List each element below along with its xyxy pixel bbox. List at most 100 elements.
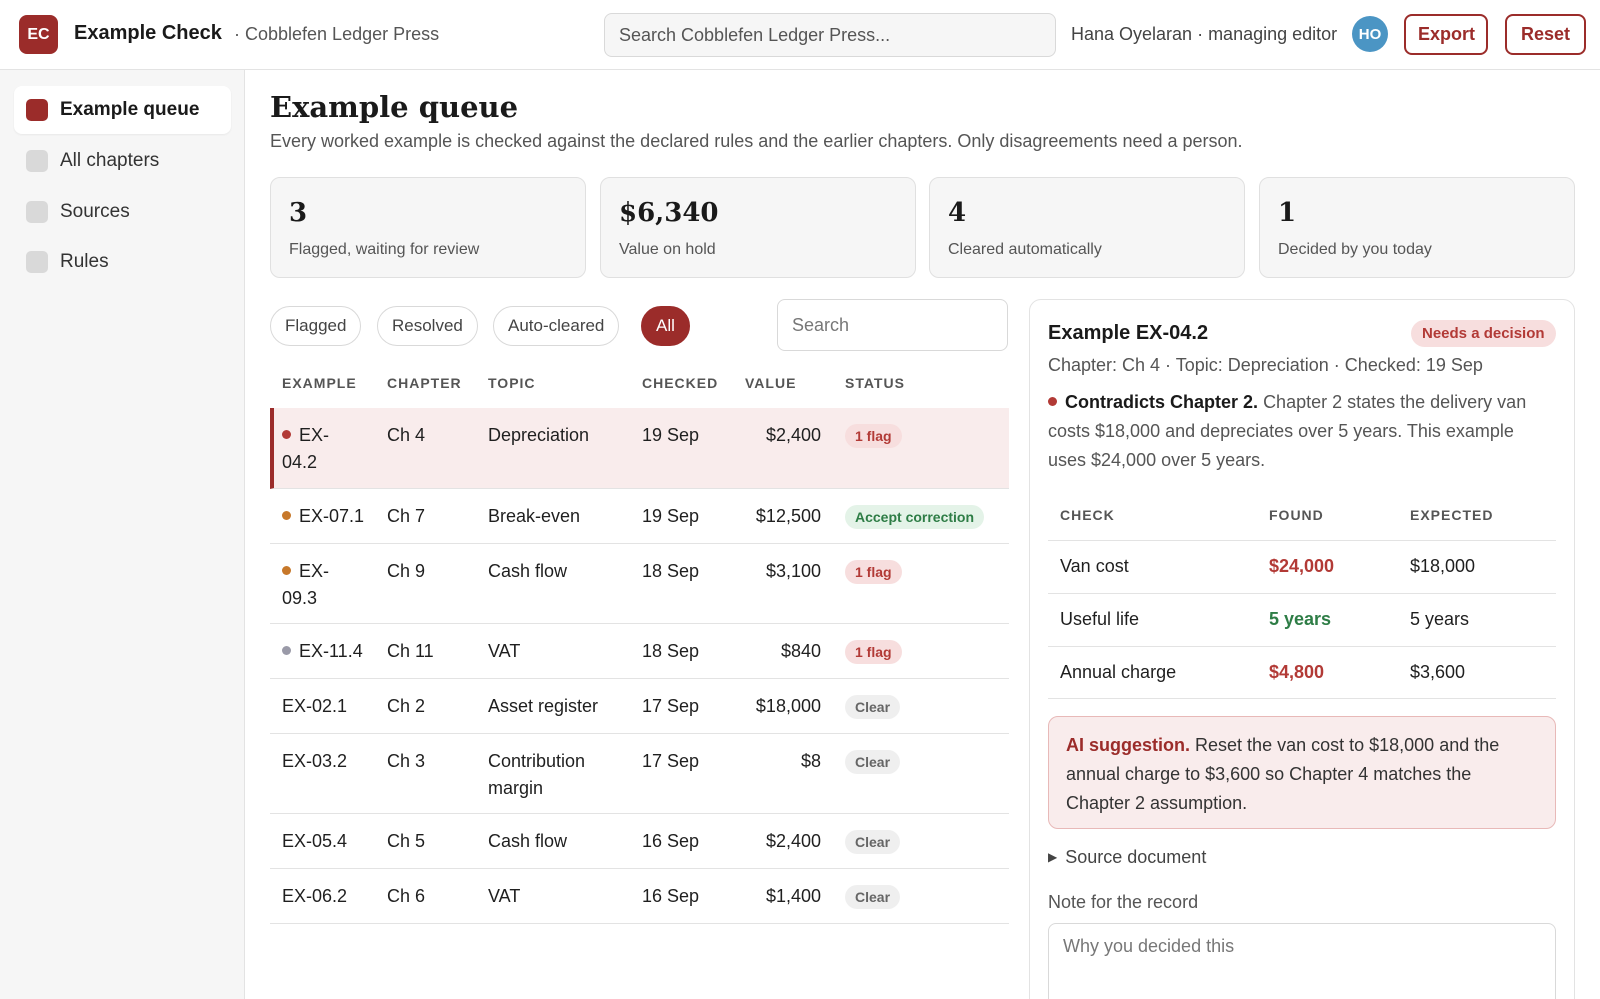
- table-row[interactable]: EX-07.1 Ch 7 Break-even 19 Sep $12,500 Accept…: [270, 489, 1009, 544]
- column-header: Chapter: [387, 375, 462, 391]
- table-row[interactable]: EX-02.1 Ch 2 Asset register 17 Sep $18,000 Cl…: [270, 679, 1009, 734]
- stat-value: 3: [289, 198, 308, 228]
- status-dot-icon: [282, 511, 291, 520]
- sidebar-item-all-chapters[interactable]: All chapters: [14, 137, 231, 185]
- check-row: Annual charge $4,800 $3,600: [1048, 646, 1556, 699]
- chapter-cell: Ch 3: [387, 751, 426, 771]
- page-subtitle: Every worked example is checked against …: [270, 131, 1243, 151]
- filter-flagged[interactable]: Flagged: [270, 306, 362, 346]
- value-cell: $3,100: [765, 561, 821, 581]
- checked-cell: 16 Sep: [642, 886, 700, 906]
- value-cell: $2,400: [765, 425, 821, 445]
- column-header: Topic: [488, 375, 536, 391]
- example-id: EX-06.2: [282, 886, 348, 906]
- sidebar-item-label: Sources: [60, 201, 130, 222]
- square-icon: [26, 150, 48, 172]
- value-cell: $2,400: [765, 831, 821, 851]
- table-row[interactable]: EX-11.4 Ch 11 VAT 18 Sep $840 1 flag: [270, 624, 1009, 679]
- note-field[interactable]: [1048, 923, 1556, 999]
- sidebar-item-sources[interactable]: Sources: [14, 188, 231, 236]
- org-name: · Cobblefen Ledger Press: [234, 24, 440, 44]
- avatar[interactable]: HO: [1352, 16, 1388, 52]
- detail-title: Example EX-04.2: [1048, 322, 1209, 344]
- chapter-cell: Ch 6: [387, 886, 426, 906]
- detail-panel: Example EX-04.2 Needs a decision Chapter…: [1029, 299, 1575, 999]
- column-header: Value: [745, 375, 797, 391]
- topic-cell: Contribution margin: [488, 751, 586, 798]
- finding-title: Contradicts Chapter 2.: [1065, 392, 1259, 412]
- topic-cell: Cash flow: [488, 831, 568, 851]
- example-id: EX-02.1: [282, 696, 348, 716]
- status-dot-icon: [282, 646, 291, 655]
- checked-cell: 17 Sep: [642, 696, 700, 716]
- example-id: EX-09.3: [282, 561, 330, 608]
- column-header: Check: [1060, 507, 1115, 523]
- status-badge: Clear: [845, 885, 901, 909]
- square-icon: [26, 99, 48, 121]
- topic-cell: VAT: [488, 886, 521, 906]
- square-icon: [26, 251, 48, 273]
- table-row[interactable]: EX-06.2 Ch 6 VAT 16 Sep $1,400 Clear: [270, 869, 1009, 924]
- checked-cell: 19 Sep: [642, 506, 700, 526]
- ai-suggestion: AI suggestion. Reset the van cost to $18…: [1048, 716, 1556, 829]
- table-row[interactable]: EX-03.2 Ch 3 Contribution margin 17 Sep $8 Cl…: [270, 734, 1009, 814]
- value-cell: $18,000: [755, 696, 821, 716]
- found-value: $4,800: [1269, 662, 1325, 682]
- sidebar-item-example-queue[interactable]: Example queue: [14, 86, 231, 134]
- check-row: Van cost $24,000 $18,000: [1048, 540, 1556, 593]
- table-row[interactable]: EX-05.4 Ch 5 Cash flow 16 Sep $2,400 Clear: [270, 814, 1009, 869]
- table-row[interactable]: EX-09.3 Ch 9 Cash flow 18 Sep $3,100 1 flag: [270, 544, 1009, 624]
- filter-auto-cleared[interactable]: Auto-cleared: [493, 306, 620, 346]
- status-badge: Needs a decision: [1411, 320, 1556, 347]
- stat-value: 1: [1278, 198, 1297, 228]
- user-label: Hana Oyelaran · managing editor: [1071, 24, 1338, 44]
- detail-meta: Chapter: Ch 4 · Topic: Depreciation · Ch…: [1048, 355, 1483, 375]
- filter-all[interactable]: All: [641, 306, 690, 346]
- checked-cell: 16 Sep: [642, 831, 700, 851]
- finding-text: Chapter 2 states the delivery van costs …: [1048, 392, 1527, 470]
- example-id: EX-05.4: [282, 831, 348, 851]
- topic-cell: Asset register: [488, 696, 599, 716]
- suggestion-title: AI suggestion.: [1066, 735, 1191, 755]
- column-header: Expected: [1410, 507, 1494, 523]
- source-document-toggle[interactable]: ▶ Source document: [1048, 847, 1206, 868]
- value-cell: $840: [780, 641, 821, 661]
- expected-value: $18,000: [1410, 556, 1476, 576]
- status-dot-icon: [282, 566, 291, 575]
- finding: Contradicts Chapter 2. Chapter 2 states …: [1048, 388, 1548, 475]
- found-value: $24,000: [1269, 556, 1335, 576]
- stat-card-value-on-hold: $6,340 Value on hold: [600, 177, 916, 278]
- reset-button[interactable]: Reset: [1505, 14, 1586, 55]
- chapter-cell: Ch 4: [387, 425, 426, 445]
- table-row[interactable]: EX-04.2 Ch 4 Depreciation 19 Sep $2,400 1 fla…: [270, 408, 1009, 489]
- check-name: Van cost: [1060, 556, 1129, 576]
- value-cell: $8: [800, 751, 821, 771]
- topic-cell: Break-even: [488, 506, 581, 526]
- chapter-cell: Ch 5: [387, 831, 426, 851]
- status-badge: 1 flag: [845, 560, 902, 584]
- status-dot-icon: [282, 430, 291, 439]
- found-value: 5 years: [1269, 609, 1332, 629]
- checked-cell: 18 Sep: [642, 561, 700, 581]
- filter-resolved[interactable]: Resolved: [377, 306, 478, 346]
- stat-card-cleared: 4 Cleared automatically: [929, 177, 1245, 278]
- column-header: Checked: [642, 375, 719, 391]
- list-search-input[interactable]: [777, 299, 1008, 351]
- global-search-input[interactable]: [604, 13, 1056, 57]
- stat-card-flagged: 3 Flagged, waiting for review: [270, 177, 586, 278]
- value-cell: $12,500: [755, 506, 821, 526]
- topic-cell: Cash flow: [488, 561, 568, 581]
- example-id: EX-11.4: [282, 638, 382, 665]
- example-id: EX-03.2: [282, 751, 348, 771]
- page-title: Example queue: [270, 90, 519, 124]
- expected-value: 5 years: [1410, 609, 1470, 629]
- app-logo: EC: [19, 15, 58, 54]
- sidebar-item-rules[interactable]: Rules: [14, 238, 231, 286]
- stat-label: Cleared automatically: [948, 241, 1102, 258]
- chapter-cell: Ch 7: [387, 506, 426, 526]
- value-cell: $1,400: [765, 886, 821, 906]
- export-button[interactable]: Export: [1404, 14, 1488, 55]
- checked-cell: 17 Sep: [642, 751, 700, 771]
- status-dot-icon: [1048, 397, 1057, 406]
- example-id: EX-04.2: [282, 425, 330, 472]
